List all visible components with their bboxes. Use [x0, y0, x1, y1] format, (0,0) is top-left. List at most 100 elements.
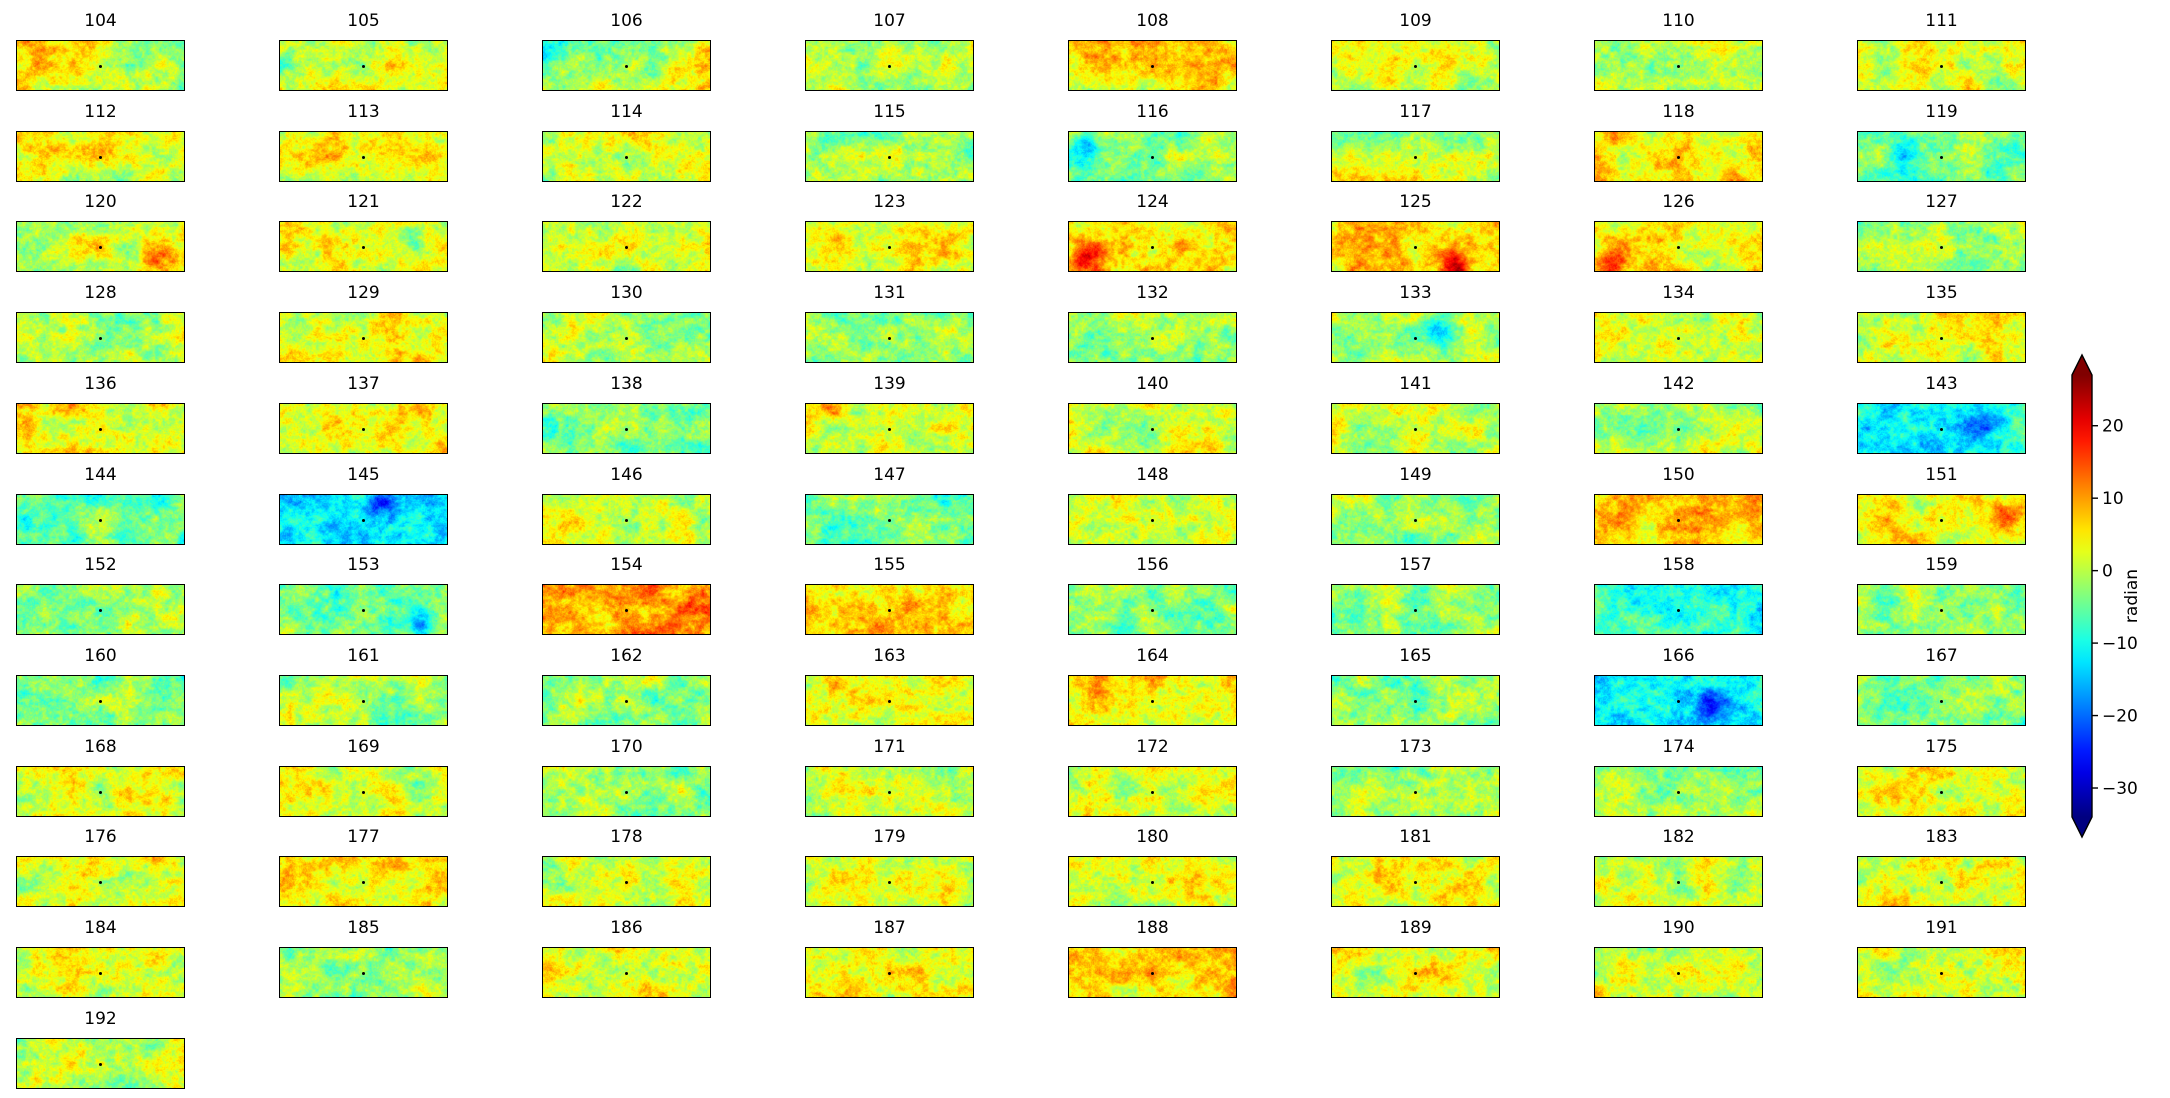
map-panel: 167 — [1857, 646, 2026, 726]
reference-point-marker — [888, 609, 891, 612]
panel-title: 129 — [347, 283, 380, 303]
map-panel: 112 — [16, 102, 185, 182]
panel-title: 117 — [1399, 102, 1432, 122]
reference-point-marker — [625, 609, 628, 612]
panel-frame — [1594, 675, 1763, 726]
map-panel: 162 — [542, 646, 711, 726]
map-panel: 149 — [1331, 465, 1500, 545]
panel-frame — [805, 403, 974, 454]
map-panel: 154 — [542, 555, 711, 635]
panel-title: 159 — [1925, 555, 1958, 575]
panel-title: 149 — [1399, 465, 1432, 485]
panel-title: 134 — [1662, 283, 1695, 303]
map-panel: 171 — [805, 737, 974, 817]
map-panel: 190 — [1594, 918, 1763, 998]
map-panel: 105 — [279, 11, 448, 91]
panel-title: 133 — [1399, 283, 1432, 303]
panel-frame — [542, 856, 711, 907]
panel-title: 153 — [347, 555, 380, 575]
panel-frame — [16, 675, 185, 726]
reference-point-marker — [99, 156, 102, 159]
panel-title: 160 — [84, 646, 117, 666]
panel-frame — [542, 221, 711, 272]
map-panel: 138 — [542, 374, 711, 454]
panel-title: 163 — [873, 646, 906, 666]
reference-point-marker — [362, 791, 365, 794]
panel-frame — [1331, 494, 1500, 545]
panel-title: 190 — [1662, 918, 1695, 938]
reference-point-marker — [1677, 609, 1680, 612]
reference-point-marker — [1677, 972, 1680, 975]
map-panel: 148 — [1068, 465, 1237, 545]
reference-point-marker — [1940, 65, 1943, 68]
panel-frame — [279, 675, 448, 726]
panel-title: 123 — [873, 192, 906, 212]
reference-point-marker — [1151, 337, 1154, 340]
panel-title: 186 — [610, 918, 643, 938]
reference-point-marker — [1151, 428, 1154, 431]
panel-title: 137 — [347, 374, 380, 394]
map-panel: 113 — [279, 102, 448, 182]
colorbar: 20 10 0 −10 −20 −30 — [2071, 353, 2138, 839]
reference-point-marker — [362, 881, 365, 884]
reference-point-marker — [625, 519, 628, 522]
reference-point-marker — [1940, 337, 1943, 340]
panel-frame — [805, 221, 974, 272]
panel-title: 124 — [1136, 192, 1169, 212]
panel-title: 168 — [84, 737, 117, 757]
panel-title: 188 — [1136, 918, 1169, 938]
reference-point-marker — [1940, 972, 1943, 975]
map-panel: 145 — [279, 465, 448, 545]
map-panel: 109 — [1331, 11, 1500, 91]
colorbar-extend-min — [2072, 817, 2092, 837]
map-panel: 122 — [542, 192, 711, 272]
map-panel: 170 — [542, 737, 711, 817]
panel-frame — [805, 131, 974, 182]
reference-point-marker — [1677, 156, 1680, 159]
reference-point-marker — [625, 972, 628, 975]
reference-point-marker — [1677, 881, 1680, 884]
reference-point-marker — [888, 65, 891, 68]
panel-frame — [1857, 856, 2026, 907]
panel-frame — [1857, 221, 2026, 272]
panel-frame — [16, 221, 185, 272]
panel-title: 182 — [1662, 827, 1695, 847]
panel-frame — [805, 40, 974, 91]
map-panel: 161 — [279, 646, 448, 726]
panel-frame — [542, 40, 711, 91]
reference-point-marker — [362, 337, 365, 340]
panel-title: 155 — [873, 555, 906, 575]
reference-point-marker — [1414, 700, 1417, 703]
panel-title: 145 — [347, 465, 380, 485]
reference-point-marker — [362, 65, 365, 68]
map-panel: 185 — [279, 918, 448, 998]
reference-point-marker — [1677, 519, 1680, 522]
reference-point-marker — [99, 881, 102, 884]
map-panel: 189 — [1331, 918, 1500, 998]
panel-title: 164 — [1136, 646, 1169, 666]
panel-title: 141 — [1399, 374, 1432, 394]
panel-frame — [1068, 221, 1237, 272]
map-panel: 183 — [1857, 827, 2026, 907]
panel-frame — [542, 131, 711, 182]
reference-point-marker — [99, 246, 102, 249]
reference-point-marker — [888, 881, 891, 884]
map-panel: 132 — [1068, 283, 1237, 363]
reference-point-marker — [362, 700, 365, 703]
panel-title: 148 — [1136, 465, 1169, 485]
panel-frame — [16, 40, 185, 91]
panel-frame — [1068, 403, 1237, 454]
colorbar-tick-label: −30 — [2102, 779, 2138, 799]
map-panel: 142 — [1594, 374, 1763, 454]
map-panel: 121 — [279, 192, 448, 272]
panel-frame — [805, 494, 974, 545]
panel-frame — [1068, 312, 1237, 363]
panel-title: 147 — [873, 465, 906, 485]
map-panel: 126 — [1594, 192, 1763, 272]
map-panel: 179 — [805, 827, 974, 907]
map-panel: 157 — [1331, 555, 1500, 635]
panel-title: 169 — [347, 737, 380, 757]
panel-frame — [1331, 675, 1500, 726]
reference-point-marker — [625, 791, 628, 794]
